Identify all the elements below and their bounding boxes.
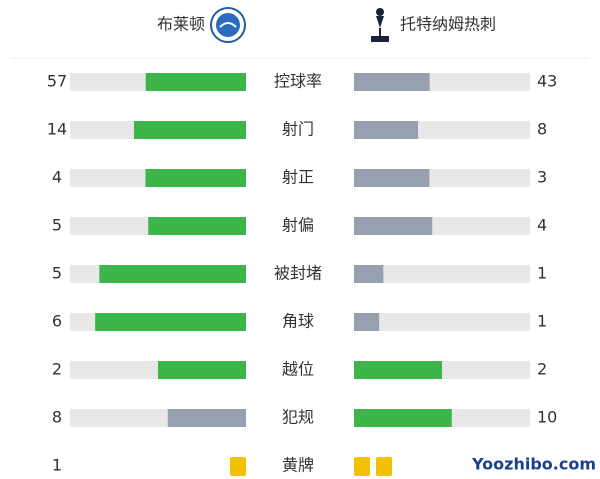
away-logo [371,8,389,42]
bar-track [354,265,530,283]
away-bar [354,169,430,187]
away-bar [354,313,380,331]
home-bar [148,217,246,235]
away-value: 1 [537,312,547,331]
home-team: 布莱顿 [157,15,205,34]
away-team: 托特纳姆热刺 [400,15,496,34]
away-value: 2 [537,360,547,379]
home-value: 2 [52,360,62,379]
stat-label: 角球 [282,312,314,331]
yellow-card [354,457,370,476]
stat-label: 射偏 [282,216,314,235]
home-value: 5 [52,216,62,235]
home-value: 1 [52,456,62,475]
bar-track [354,313,530,331]
home-bar [99,265,246,283]
stat-label: 射正 [282,168,314,187]
home-value: 8 [52,408,62,427]
away-value: 4 [537,216,547,235]
yellow-card [230,457,246,476]
away-value: 43 [537,72,557,91]
home-value: 5 [52,264,62,283]
away-bar [354,265,384,283]
home-value: 6 [52,312,62,331]
home-bar [158,361,246,379]
home-value: 4 [52,168,62,187]
away-value: 10 [537,408,557,427]
away-bar [354,217,433,235]
stat-label: 控球率 [274,72,322,91]
home-logo [210,7,246,43]
yellow-card [376,457,392,476]
stat-label: 射门 [282,120,314,139]
home-bar [95,313,247,331]
home-bar [145,73,246,91]
stat-label: 犯规 [282,408,314,427]
home-bar [134,121,246,139]
away-bar [354,361,442,379]
away-value: 1 [537,264,547,283]
home-value: 57 [47,72,67,91]
away-bar [354,73,430,91]
away-value: 8 [537,120,547,139]
home-value: 14 [47,120,67,139]
away-bar [354,409,452,427]
stat-label: 黄牌 [282,456,314,475]
stat-label: 被封堵 [274,264,322,283]
watermark: Yoozhibo.com [471,455,596,474]
home-bar [145,169,246,187]
away-bar [354,121,418,139]
away-value: 3 [537,168,547,187]
stat-label: 越位 [282,360,314,379]
home-bar [167,409,246,427]
